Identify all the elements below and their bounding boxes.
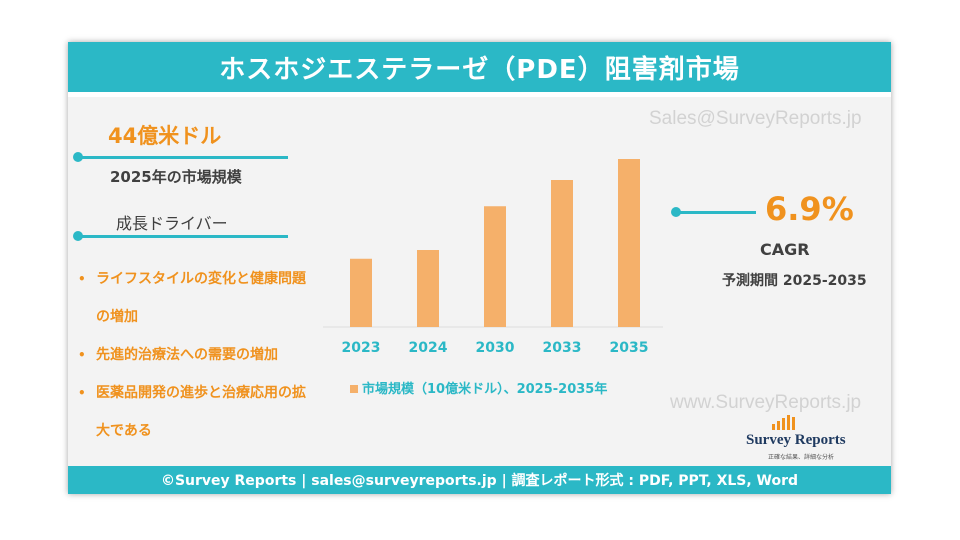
logo-tagline: 正確な結果、詳細な分析: [768, 454, 835, 461]
drivers-heading: 成長ドライバー: [116, 214, 228, 233]
driver-bullet-2: •: [78, 348, 86, 362]
legend-swatch: [350, 385, 358, 393]
driver-item-3: 医薬品開発の進歩と治療応用の拡 大である: [96, 385, 306, 439]
legend-label: 市場規模（10億米ドル）、2025-2035年: [362, 382, 608, 397]
market-size-label: 2025年の市場規模: [110, 168, 242, 186]
title-bar: ホスホジエステラーゼ（PDE）阻害剤市場: [68, 42, 891, 97]
x-tick-label: 2033: [543, 340, 582, 356]
bar-2024: [417, 250, 439, 327]
driver-bullet-1: •: [78, 272, 86, 286]
cagr-period: 予測期間 2025-2035: [722, 273, 867, 289]
x-tick-label: 2023: [342, 340, 381, 356]
bar-2033: [551, 180, 573, 327]
driver-bullet-3: •: [78, 386, 86, 400]
x-tick-label: 2035: [610, 340, 649, 356]
footer-text: ©Survey Reports | sales@surveyreports.jp…: [160, 473, 799, 489]
chart-legend: 市場規模（10億米ドル）、2025-2035年: [350, 378, 607, 397]
market-size-value: 44億米ドル: [108, 124, 222, 148]
bar-2035: [618, 159, 640, 327]
bar-2023: [350, 258, 372, 327]
bar-2030: [484, 206, 506, 327]
drivers-divider: [73, 231, 288, 241]
logo-name: Survey Reports: [746, 432, 846, 448]
cagr-divider: [671, 207, 756, 217]
logo-bars-icon: [772, 415, 795, 430]
page-title: ホスホジエステラーゼ（PDE）阻害剤市場: [219, 54, 740, 85]
driver-item-1: ライフスタイルの変化と健康問題 の増加: [96, 271, 306, 325]
footer-bar: ©Survey Reports | sales@surveyreports.jp…: [68, 466, 891, 494]
watermark-email: Sales@SurveyReports.jp: [649, 108, 862, 129]
cagr-label: CAGR: [760, 240, 810, 259]
infographic-card: ホスホジエステラーゼ（PDE）阻害剤市場 Sales@SurveyReports…: [68, 42, 891, 494]
driver-item-2: 先進的治療法への需要の増加: [96, 347, 278, 363]
bar-chart: 2023 2024 2030 2033 2035: [323, 159, 663, 356]
cagr-value: 6.9%: [765, 190, 854, 228]
x-tick-label: 2024: [409, 340, 448, 356]
watermark-url: www.SurveyReports.jp: [670, 392, 862, 413]
market-size-divider: [73, 152, 288, 162]
x-tick-label: 2030: [476, 340, 515, 356]
